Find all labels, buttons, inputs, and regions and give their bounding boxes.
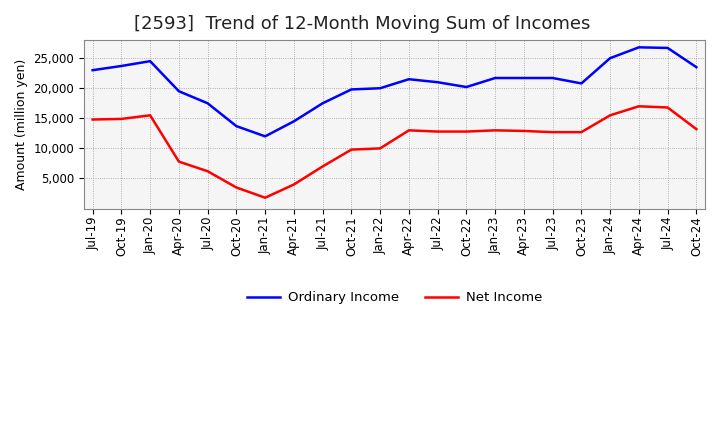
Ordinary Income — [577, 81, 585, 86]
Net Income — [606, 113, 614, 118]
Ordinary Income — [146, 59, 155, 64]
Ordinary Income — [692, 65, 701, 70]
Net Income — [318, 164, 327, 169]
Y-axis label: Amount (million yen): Amount (million yen) — [15, 59, 28, 190]
Ordinary Income — [491, 75, 500, 81]
Ordinary Income — [347, 87, 356, 92]
Legend: Ordinary Income, Net Income: Ordinary Income, Net Income — [241, 286, 548, 309]
Ordinary Income — [318, 101, 327, 106]
Net Income — [520, 128, 528, 134]
Net Income — [117, 116, 126, 121]
Ordinary Income — [232, 124, 240, 129]
Ordinary Income — [433, 80, 442, 85]
Ordinary Income — [117, 63, 126, 69]
Net Income — [347, 147, 356, 152]
Ordinary Income — [203, 101, 212, 106]
Net Income — [433, 129, 442, 134]
Net Income — [692, 127, 701, 132]
Net Income — [89, 117, 97, 122]
Text: [2593]  Trend of 12-Month Moving Sum of Incomes: [2593] Trend of 12-Month Moving Sum of I… — [134, 15, 590, 33]
Ordinary Income — [462, 84, 471, 90]
Net Income — [491, 128, 500, 133]
Net Income — [634, 104, 643, 109]
Ordinary Income — [606, 55, 614, 61]
Line: Net Income: Net Income — [93, 106, 696, 198]
Ordinary Income — [376, 86, 384, 91]
Ordinary Income — [89, 68, 97, 73]
Net Income — [146, 113, 155, 118]
Line: Ordinary Income: Ordinary Income — [93, 48, 696, 136]
Ordinary Income — [289, 119, 298, 124]
Ordinary Income — [405, 77, 413, 82]
Net Income — [376, 146, 384, 151]
Net Income — [663, 105, 672, 110]
Ordinary Income — [174, 88, 183, 94]
Net Income — [232, 185, 240, 190]
Ordinary Income — [520, 75, 528, 81]
Net Income — [577, 129, 585, 135]
Ordinary Income — [663, 45, 672, 51]
Net Income — [289, 182, 298, 187]
Net Income — [405, 128, 413, 133]
Net Income — [174, 159, 183, 164]
Ordinary Income — [634, 45, 643, 50]
Net Income — [549, 129, 557, 135]
Net Income — [203, 169, 212, 174]
Net Income — [261, 195, 269, 200]
Ordinary Income — [261, 134, 269, 139]
Net Income — [462, 129, 471, 134]
Ordinary Income — [549, 75, 557, 81]
